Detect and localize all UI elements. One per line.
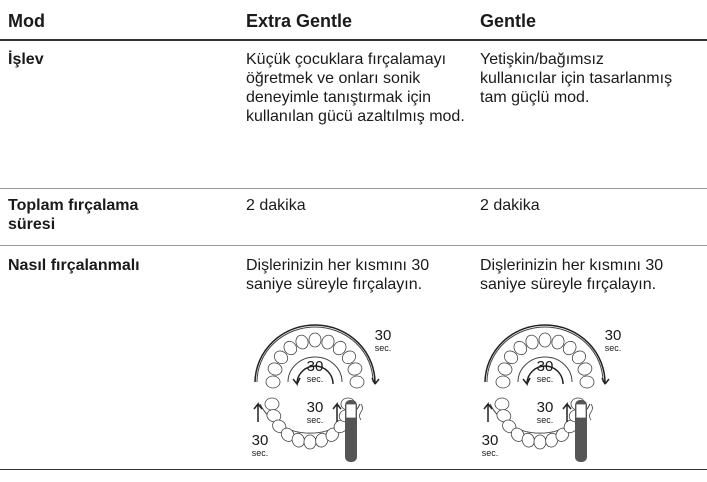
tooth [562, 340, 577, 356]
arrow [484, 324, 610, 385]
tooth [347, 362, 363, 376]
timer-unit: sec. [307, 374, 324, 384]
arrow [483, 401, 493, 422]
tooth [280, 427, 295, 442]
arrow [253, 401, 263, 422]
timer-unit: sec. [537, 415, 554, 425]
cell: 2 dakika [480, 197, 540, 214]
tooth [579, 375, 595, 389]
tooth [303, 434, 317, 450]
timer-unit: sec. [537, 374, 554, 384]
tooth [341, 350, 357, 365]
tooth [497, 362, 513, 376]
cell: Küçük çocuklara fırçalamayı öğretmek ve … [246, 51, 465, 125]
timer-value: 30 [537, 399, 554, 416]
tooth [308, 332, 322, 348]
tooth [545, 432, 559, 448]
timer-value: 30 [307, 399, 324, 416]
row-label: Toplam fırçalama süresi [8, 197, 139, 233]
vibration [589, 403, 593, 421]
timer-value: 30 [605, 327, 622, 344]
timer-value: 30 [307, 358, 324, 375]
timer-unit: sec. [252, 448, 269, 458]
tooth [264, 397, 280, 411]
tooth [521, 432, 535, 448]
tooth [525, 334, 539, 350]
arrow [292, 365, 334, 387]
header-rule [0, 39, 707, 41]
header-cell: Gentle [480, 11, 537, 31]
row-label: İşlev [8, 51, 44, 68]
tooth [533, 434, 547, 450]
tooth [265, 375, 281, 389]
bottom-rule [0, 469, 707, 470]
tooth [496, 409, 512, 423]
tooth [266, 409, 282, 423]
cell: Dişlerinizin her kısmını 30 saniye sürey… [480, 257, 664, 293]
tooth [538, 332, 552, 348]
header-cell: Mod [8, 11, 45, 31]
tooth [503, 350, 519, 365]
timer-value: 30 [252, 432, 269, 449]
cell: Yetişkin/bağımsız kullanıcılar için tasa… [480, 51, 673, 106]
timer-unit: sec. [482, 448, 499, 458]
cell: 2 dakika [246, 197, 306, 214]
arrow [522, 365, 564, 387]
arrow [332, 401, 342, 422]
tooth [315, 432, 329, 448]
jaw [256, 326, 374, 383]
tooth [513, 340, 528, 356]
row-rule [0, 188, 707, 189]
bristles [345, 403, 357, 419]
tooth [551, 334, 565, 350]
vibration [359, 403, 363, 421]
tooth [510, 427, 525, 442]
tooth [494, 397, 510, 411]
timer-value: 30 [482, 432, 499, 449]
tooth [577, 362, 593, 376]
row-label: Nasıl fırçalanmalı [8, 257, 140, 274]
tooth [571, 350, 587, 365]
tooth [267, 362, 283, 376]
timer-value: 30 [375, 327, 392, 344]
tooth [283, 340, 298, 356]
timer-unit: sec. [605, 343, 622, 353]
cell: Dişlerinizin her kısmını 30 saniye sürey… [246, 257, 430, 293]
tooth [349, 375, 365, 389]
tooth [273, 350, 289, 365]
jaw [517, 356, 573, 383]
arrow [562, 401, 572, 422]
row-rule [0, 245, 707, 246]
tooth [332, 340, 347, 356]
tooth [291, 432, 305, 448]
timer-unit: sec. [375, 343, 392, 353]
tooth [321, 334, 335, 350]
timer-value: 30 [537, 358, 554, 375]
header-cell: Extra Gentle [246, 11, 353, 31]
tooth [295, 334, 309, 350]
jaw [486, 326, 604, 383]
bristles [575, 403, 587, 419]
arrow [254, 324, 380, 385]
timer-unit: sec. [307, 415, 324, 425]
jaw [287, 356, 343, 383]
tooth [495, 375, 511, 389]
